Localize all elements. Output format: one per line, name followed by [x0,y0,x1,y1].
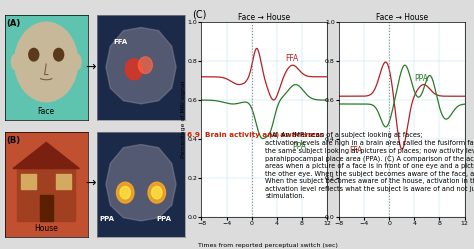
Circle shape [54,48,64,61]
Text: Face: Face [37,107,55,116]
Ellipse shape [11,55,18,69]
Text: (B): (B) [6,136,20,145]
Title: Face → House: Face → House [238,13,290,22]
Text: FFA: FFA [286,54,299,63]
Y-axis label: Percentage of MRI signal: Percentage of MRI signal [181,81,186,158]
Text: FFA: FFA [113,39,127,45]
Bar [21,174,36,189]
Text: PPA: PPA [292,142,306,151]
Text: 6.9  Brain activity and awareness: 6.9 Brain activity and awareness [187,132,324,138]
Text: →: → [86,177,96,189]
Circle shape [117,182,134,203]
Text: →: → [86,61,96,74]
Bar [17,169,75,221]
Text: (A) An fMRI scan of a subject looking at faces;
activation levels are high in a : (A) An fMRI scan of a subject looking at… [265,132,474,199]
Text: (C): (C) [192,10,206,20]
Bar [56,174,71,189]
Text: Times from reported perceptual switch (sec): Times from reported perceptual switch (s… [198,243,338,248]
Text: FFA: FFA [349,145,362,155]
Title: Face → House: Face → House [376,13,428,22]
Circle shape [138,57,153,73]
Text: PPA: PPA [99,216,114,222]
Circle shape [152,186,162,199]
Circle shape [125,59,143,80]
Circle shape [120,186,130,199]
Text: House: House [34,224,58,233]
Polygon shape [106,144,176,221]
Text: PPA: PPA [157,216,172,222]
Circle shape [29,48,39,61]
Polygon shape [106,27,176,104]
Text: PPA: PPA [414,74,428,83]
Ellipse shape [74,55,81,69]
Polygon shape [13,142,79,169]
Circle shape [148,182,165,203]
Bar [39,195,53,221]
Text: (A): (A) [6,19,21,28]
Circle shape [15,22,78,102]
